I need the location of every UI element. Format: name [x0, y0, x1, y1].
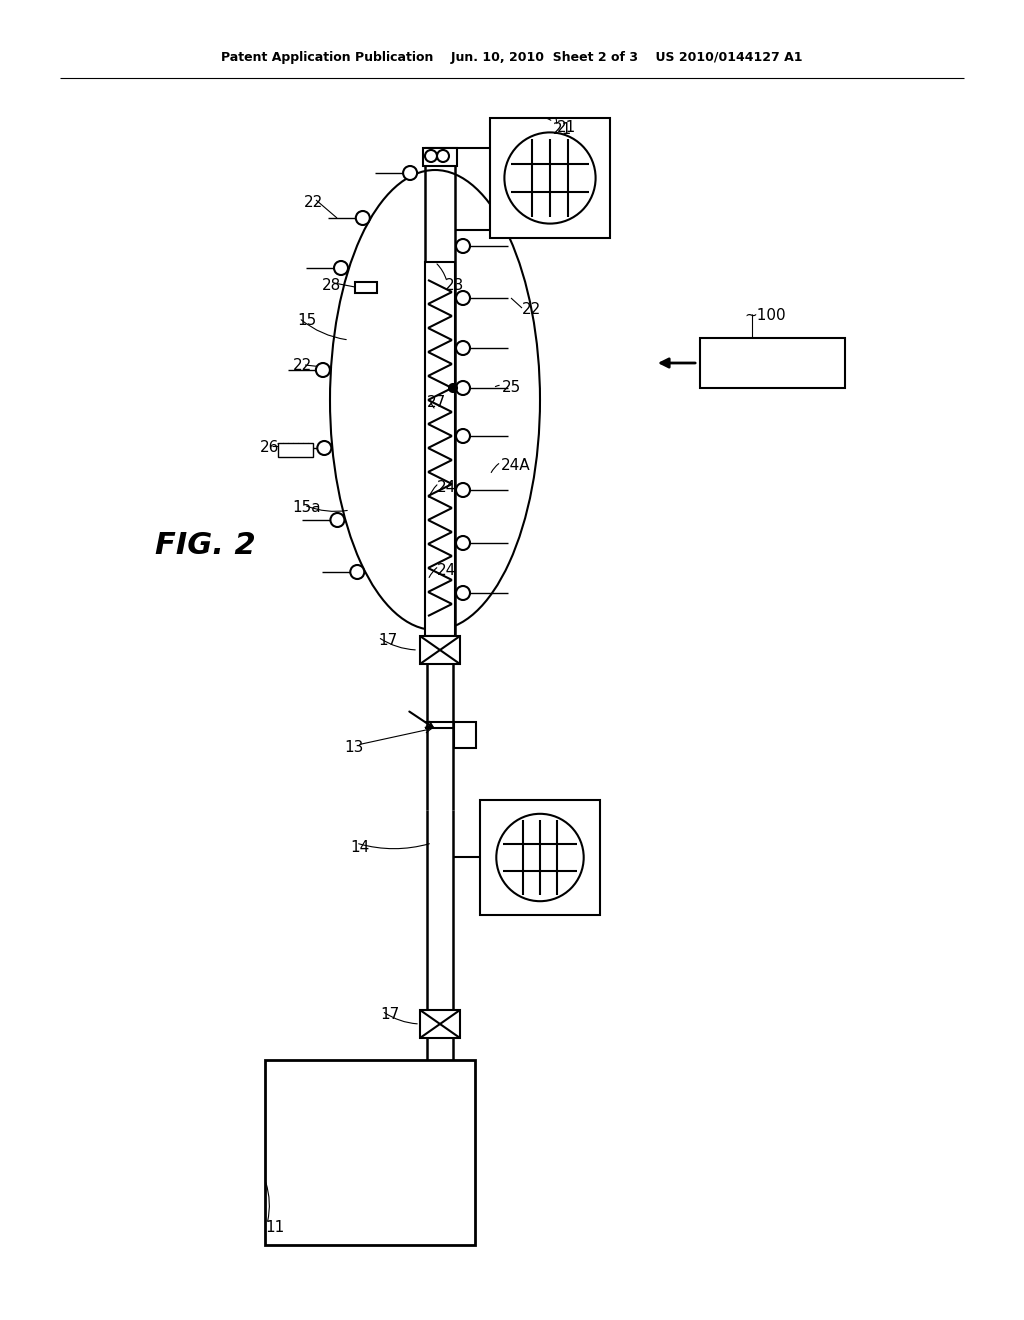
- Text: 23: 23: [445, 279, 464, 293]
- Text: 26: 26: [260, 440, 280, 455]
- Text: 22: 22: [522, 302, 542, 317]
- Bar: [480, 800, 600, 915]
- Circle shape: [456, 483, 470, 498]
- Circle shape: [456, 290, 470, 305]
- Circle shape: [456, 381, 470, 395]
- Circle shape: [403, 166, 417, 180]
- Text: 21: 21: [553, 121, 572, 137]
- Text: 27: 27: [427, 395, 446, 411]
- Text: FIG. 2: FIG. 2: [155, 531, 256, 560]
- Text: 14: 14: [350, 840, 370, 855]
- Circle shape: [456, 586, 470, 601]
- Circle shape: [456, 536, 470, 550]
- Circle shape: [425, 150, 437, 162]
- Text: ~100: ~100: [744, 308, 785, 323]
- Text: 15a: 15a: [292, 500, 321, 515]
- Text: 21: 21: [557, 120, 577, 135]
- Circle shape: [456, 429, 470, 444]
- Bar: [420, 1010, 460, 1038]
- Circle shape: [497, 814, 584, 902]
- Text: 28: 28: [322, 279, 341, 293]
- Bar: [423, 148, 457, 166]
- Text: 24: 24: [437, 564, 457, 578]
- Text: 25: 25: [502, 380, 521, 395]
- Circle shape: [437, 150, 449, 162]
- Circle shape: [317, 441, 332, 455]
- Bar: [490, 117, 610, 238]
- Text: 22: 22: [293, 358, 312, 374]
- Bar: [425, 261, 455, 636]
- Circle shape: [355, 211, 370, 224]
- Circle shape: [350, 565, 365, 579]
- Circle shape: [456, 239, 470, 253]
- Text: 24A: 24A: [501, 458, 530, 473]
- Text: 11: 11: [265, 1220, 285, 1236]
- Bar: [355, 282, 377, 293]
- Circle shape: [331, 513, 344, 527]
- Bar: [278, 444, 313, 457]
- Text: 17: 17: [380, 1007, 399, 1022]
- Text: Patent Application Publication    Jun. 10, 2010  Sheet 2 of 3    US 2010/0144127: Patent Application Publication Jun. 10, …: [221, 51, 803, 65]
- Bar: [454, 722, 476, 748]
- Text: CONTROLLER: CONTROLLER: [721, 356, 824, 370]
- Bar: [700, 338, 845, 388]
- Circle shape: [315, 363, 330, 378]
- Circle shape: [456, 341, 470, 355]
- Bar: [265, 1060, 475, 1245]
- Circle shape: [505, 132, 596, 223]
- Text: 22: 22: [304, 195, 324, 210]
- Text: 15: 15: [297, 313, 316, 327]
- Circle shape: [334, 261, 348, 275]
- Ellipse shape: [330, 170, 540, 630]
- Circle shape: [449, 384, 457, 392]
- Bar: [420, 636, 460, 664]
- Text: 13: 13: [344, 741, 364, 755]
- Text: 24: 24: [437, 480, 457, 495]
- Text: 17: 17: [378, 634, 397, 648]
